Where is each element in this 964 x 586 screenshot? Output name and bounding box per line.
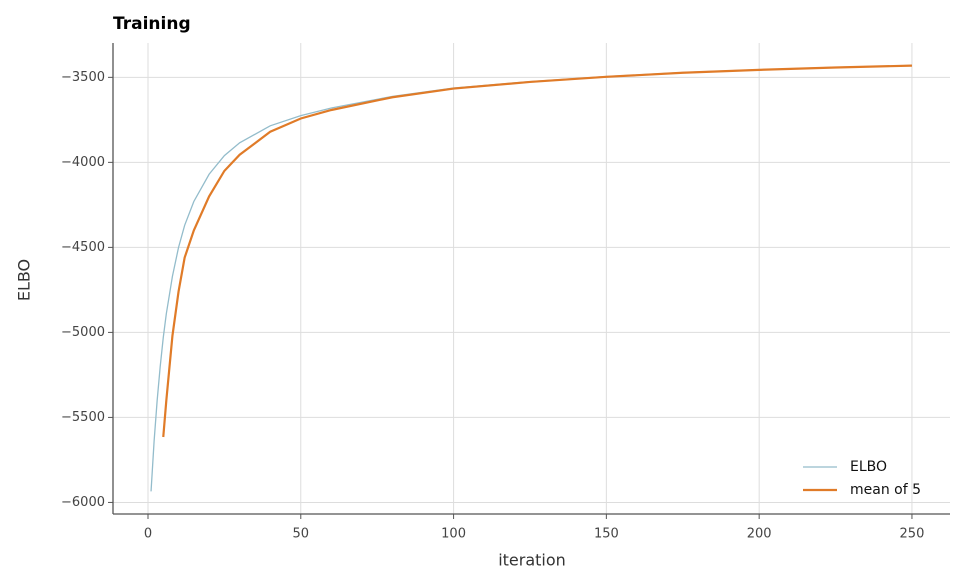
x-axis-label: iteration (498, 551, 566, 570)
x-tick-label: 250 (900, 527, 925, 542)
y-tick-label: −5500 (61, 410, 105, 425)
x-tick-label: 150 (594, 527, 619, 542)
x-tick-label: 100 (441, 527, 466, 542)
y-axis-label: ELBO (15, 259, 34, 301)
series-line (150, 64, 912, 492)
x-tick-label: 50 (293, 527, 310, 542)
x-tick-label: 0 (144, 527, 152, 542)
y-tick-label: −6000 (61, 495, 105, 510)
chart-title: Training (113, 14, 191, 34)
y-tick-label: −4000 (61, 155, 105, 170)
legend-label: ELBO (850, 459, 887, 475)
series-line (162, 64, 912, 438)
x-tick-label: 200 (747, 527, 772, 542)
legend-label: mean of 5 (850, 482, 921, 498)
y-tick-label: −3500 (61, 70, 105, 85)
y-tick-label: −4500 (61, 240, 105, 255)
y-tick-label: −5000 (61, 325, 105, 340)
